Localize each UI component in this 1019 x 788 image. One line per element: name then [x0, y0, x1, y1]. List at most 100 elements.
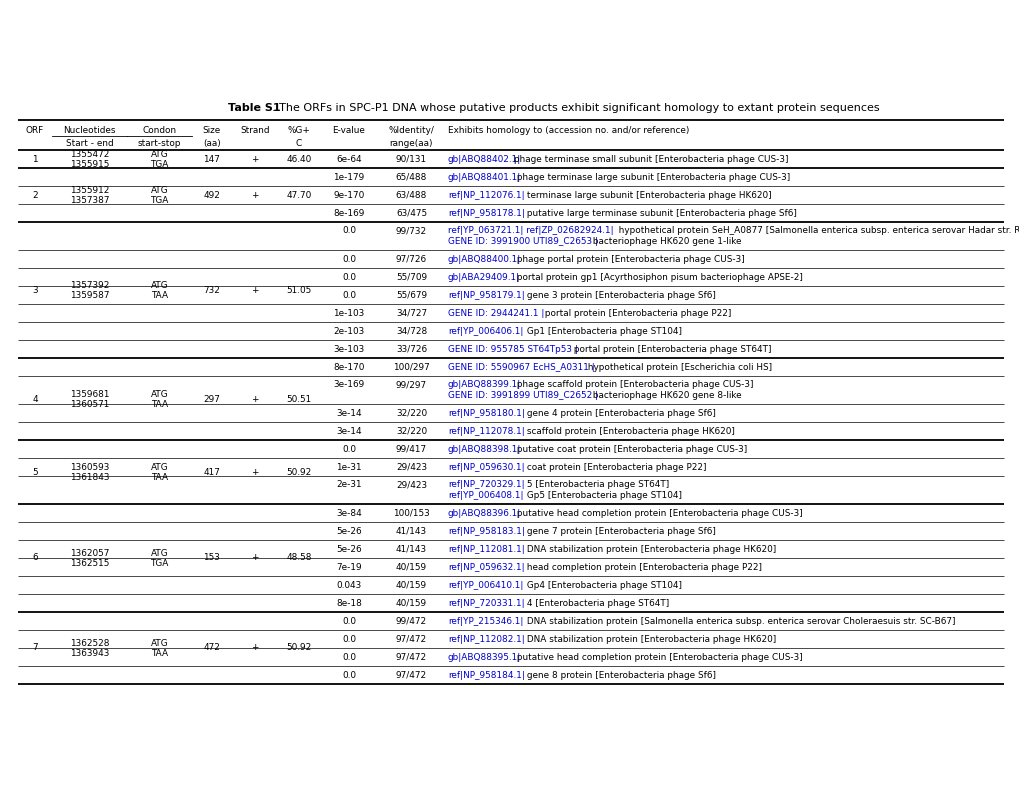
- Text: +: +: [251, 553, 259, 563]
- Text: 47.70: 47.70: [286, 191, 312, 199]
- Text: 100/153: 100/153: [392, 508, 429, 518]
- Text: +: +: [251, 191, 259, 199]
- Text: Size: Size: [203, 125, 221, 135]
- Text: 0.0: 0.0: [341, 444, 356, 454]
- Text: ref|YP_006408.1|: ref|YP_006408.1|: [447, 491, 523, 500]
- Text: 46.40: 46.40: [286, 154, 312, 163]
- Text: 97/472: 97/472: [395, 652, 427, 661]
- Text: 6e-64: 6e-64: [336, 154, 362, 163]
- Text: 1: 1: [33, 154, 38, 163]
- Text: scaffold protein [Enterobacteria phage HK620]: scaffold protein [Enterobacteria phage H…: [523, 426, 734, 436]
- Text: 1362528: 1362528: [69, 638, 109, 648]
- Text: 29/423: 29/423: [395, 481, 427, 489]
- Text: gene 4 protein [Enterobacteria phage Sf6]: gene 4 protein [Enterobacteria phage Sf6…: [523, 408, 714, 418]
- Text: 1361843: 1361843: [69, 473, 109, 481]
- Text: 5 [Enterobacteria phage ST64T]: 5 [Enterobacteria phage ST64T]: [523, 481, 668, 489]
- Text: 97/472: 97/472: [395, 634, 427, 644]
- Text: 147: 147: [204, 154, 220, 163]
- Text: 41/143: 41/143: [395, 526, 427, 536]
- Text: 32/220: 32/220: [395, 408, 427, 418]
- Text: phage terminase small subunit [Enterobacteria phage CUS-3]: phage terminase small subunit [Enterobac…: [514, 154, 788, 163]
- Text: 3e-14: 3e-14: [336, 408, 362, 418]
- Text: 0.0: 0.0: [341, 634, 356, 644]
- Text: ATG: ATG: [151, 463, 168, 471]
- Text: 97/472: 97/472: [395, 671, 427, 679]
- Text: 153: 153: [204, 553, 220, 563]
- Text: ref|NP_720331.1|: ref|NP_720331.1|: [447, 599, 524, 608]
- Text: gb|ABQ88402.1|: gb|ABQ88402.1|: [447, 154, 521, 163]
- Text: 4: 4: [33, 395, 38, 403]
- Text: Gp4 [Enterobacteria phage ST104]: Gp4 [Enterobacteria phage ST104]: [523, 581, 681, 589]
- Text: ref|NP_958179.1|: ref|NP_958179.1|: [447, 291, 524, 299]
- Text: 41/143: 41/143: [395, 545, 427, 553]
- Text: 6: 6: [33, 553, 38, 563]
- Text: 99/472: 99/472: [395, 616, 427, 626]
- Text: TGA: TGA: [150, 195, 168, 205]
- Text: 3e-84: 3e-84: [336, 508, 362, 518]
- Text: gene 7 protein [Enterobacteria phage Sf6]: gene 7 protein [Enterobacteria phage Sf6…: [523, 526, 714, 536]
- Text: 0.0: 0.0: [341, 226, 356, 236]
- Text: 1357392: 1357392: [69, 281, 109, 289]
- Text: TAA: TAA: [151, 473, 168, 481]
- Text: 8e-18: 8e-18: [335, 599, 362, 608]
- Text: 99/297: 99/297: [395, 381, 427, 389]
- Text: 63/488: 63/488: [395, 191, 427, 199]
- Text: ATG: ATG: [151, 185, 168, 195]
- Text: 1e-103: 1e-103: [333, 308, 364, 318]
- Text: 51.05: 51.05: [286, 285, 312, 295]
- Text: 7: 7: [33, 644, 38, 652]
- Text: 0.0: 0.0: [341, 671, 356, 679]
- Text: ORF: ORF: [25, 125, 44, 135]
- Text: 99/417: 99/417: [395, 444, 427, 454]
- Text: 1355912: 1355912: [69, 185, 109, 195]
- Text: 99/732: 99/732: [395, 226, 427, 236]
- Text: gb|ABQ88396.1|: gb|ABQ88396.1|: [447, 508, 521, 518]
- Text: ATG: ATG: [151, 281, 168, 289]
- Text: 1355915: 1355915: [69, 159, 109, 169]
- Text: 0.0: 0.0: [341, 652, 356, 661]
- Text: ref|NP_720329.1|: ref|NP_720329.1|: [447, 481, 524, 489]
- Text: ref|NP_059632.1|: ref|NP_059632.1|: [447, 563, 524, 571]
- Text: gb|ABA29409.1|: gb|ABA29409.1|: [447, 273, 520, 281]
- Text: %G+: %G+: [287, 125, 310, 135]
- Text: 100/297: 100/297: [392, 362, 429, 371]
- Text: gene 8 protein [Enterobacteria phage Sf6]: gene 8 protein [Enterobacteria phage Sf6…: [523, 671, 714, 679]
- Text: 33/726: 33/726: [395, 344, 427, 354]
- Text: Table S1: Table S1: [227, 103, 280, 113]
- Text: 417: 417: [204, 467, 220, 477]
- Text: gb|ABQ88401.1|: gb|ABQ88401.1|: [447, 173, 521, 181]
- Text: GENE ID: 3991899 UTI89_C2652 |: GENE ID: 3991899 UTI89_C2652 |: [447, 391, 597, 400]
- Text: ATG: ATG: [151, 548, 168, 557]
- Text: hypothetical protein [Escherichia coli HS]: hypothetical protein [Escherichia coli H…: [584, 362, 771, 371]
- Text: 97/726: 97/726: [395, 255, 427, 263]
- Text: 90/131: 90/131: [395, 154, 427, 163]
- Text: 5e-26: 5e-26: [336, 545, 362, 553]
- Text: ref|NP_059630.1|: ref|NP_059630.1|: [447, 463, 524, 471]
- Text: 8e-170: 8e-170: [333, 362, 365, 371]
- Text: GENE ID: 3991900 UTI89_C2653 |: GENE ID: 3991900 UTI89_C2653 |: [447, 236, 597, 246]
- Text: 50.92: 50.92: [286, 644, 312, 652]
- Text: ref|NP_112078.1|: ref|NP_112078.1|: [447, 426, 524, 436]
- Text: 5: 5: [33, 467, 38, 477]
- Text: ref|YP_063721.1| ref|ZP_02682924.1|: ref|YP_063721.1| ref|ZP_02682924.1|: [447, 226, 613, 236]
- Text: 63/475: 63/475: [395, 209, 427, 217]
- Text: 1360571: 1360571: [69, 400, 109, 408]
- Text: 1360593: 1360593: [69, 463, 109, 471]
- Text: putative large terminase subunit [Enterobacteria phage Sf6]: putative large terminase subunit [Entero…: [523, 209, 796, 217]
- Text: putative head completion protein [Enterobacteria phage CUS-3]: putative head completion protein [Entero…: [514, 508, 802, 518]
- Text: 50.92: 50.92: [286, 467, 312, 477]
- Text: portal protein gp1 [Acyrthosiphon pisum bacteriophage APSE-2]: portal protein gp1 [Acyrthosiphon pisum …: [514, 273, 802, 281]
- Text: 297: 297: [204, 395, 220, 403]
- Text: Gp5 [Enterobacteria phage ST104]: Gp5 [Enterobacteria phage ST104]: [523, 491, 681, 500]
- Text: E-value: E-value: [332, 125, 365, 135]
- Text: gb|ABQ88395.1|: gb|ABQ88395.1|: [447, 652, 521, 661]
- Text: ref|NP_112082.1|: ref|NP_112082.1|: [447, 634, 524, 644]
- Text: putative head completion protein [Enterobacteria phage CUS-3]: putative head completion protein [Entero…: [514, 652, 802, 661]
- Text: 2e-31: 2e-31: [336, 481, 362, 489]
- Text: 9e-170: 9e-170: [333, 191, 364, 199]
- Text: 65/488: 65/488: [395, 173, 427, 181]
- Text: %Identity/: %Identity/: [388, 125, 434, 135]
- Text: 34/728: 34/728: [395, 326, 427, 336]
- Text: 8e-169: 8e-169: [333, 209, 365, 217]
- Text: ref|NP_958178.1|: ref|NP_958178.1|: [447, 209, 525, 217]
